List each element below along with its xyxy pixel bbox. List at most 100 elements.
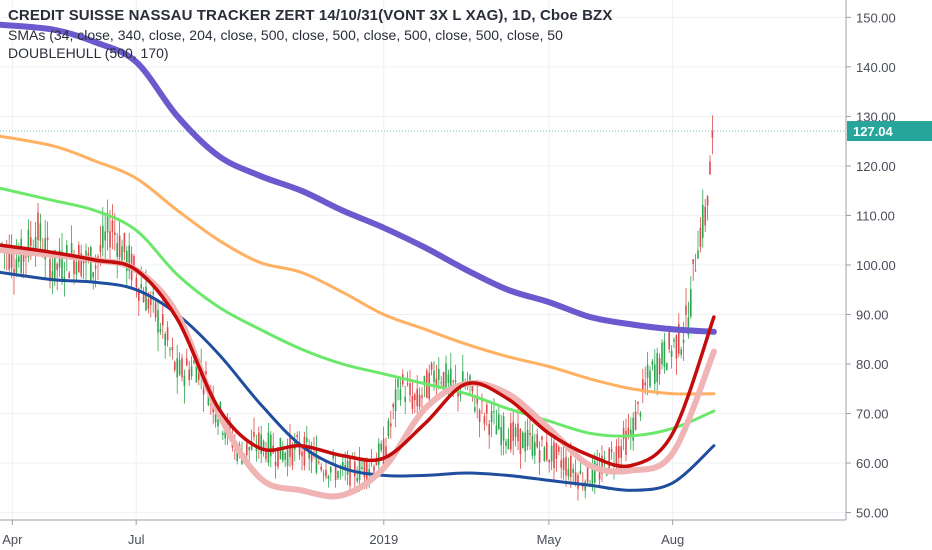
- candle-body: [711, 130, 714, 138]
- candle-body: [142, 294, 145, 303]
- candle-body: [277, 447, 279, 467]
- candle-body: [445, 363, 447, 388]
- price-tick-label: 80.00: [856, 357, 889, 372]
- candle-body: [666, 363, 668, 370]
- candle-body: [303, 436, 306, 466]
- candle-body: [656, 353, 658, 382]
- candle-body: [526, 430, 529, 447]
- candle-body: [318, 461, 320, 463]
- candle-body: [610, 449, 613, 453]
- candle-body: [694, 270, 697, 272]
- candle-body: [421, 395, 423, 398]
- candle-body: [363, 460, 366, 478]
- doublehull-indicator-label[interactable]: DOUBLEHULL (500, 170): [8, 45, 169, 61]
- candle-body: [246, 442, 248, 456]
- candle-body: [73, 255, 75, 275]
- candle-body: [517, 423, 519, 442]
- candle-body: [394, 389, 397, 412]
- candle-body: [337, 471, 339, 479]
- candle-body: [565, 456, 567, 476]
- candle-body: [462, 371, 464, 385]
- candle-body: [37, 212, 39, 240]
- candle-body: [128, 245, 130, 271]
- candle-body: [486, 404, 488, 414]
- price-tick-label: 130.00: [856, 109, 896, 124]
- candle-body: [452, 380, 454, 382]
- candle-body: [166, 327, 169, 341]
- series-line-sma-green: [0, 186, 716, 438]
- candle-body: [670, 350, 673, 357]
- candle-body: [546, 442, 548, 460]
- candle-body: [80, 253, 82, 276]
- smas-indicator-label[interactable]: SMAs (34, close, 340, close, 204, close,…: [8, 27, 563, 43]
- candle-body: [236, 449, 238, 462]
- candle-body: [483, 416, 486, 424]
- time-axis[interactable]: Apr Jul 2019 May Aug: [2, 520, 684, 547]
- candle-body: [13, 268, 15, 275]
- candle-body: [327, 476, 330, 479]
- candle-body: [411, 396, 414, 409]
- candle-body: [495, 425, 498, 435]
- candle-body: [649, 370, 651, 387]
- candle-body: [169, 349, 171, 351]
- candle-body: [553, 442, 555, 469]
- time-tick-label: Apr: [2, 532, 23, 547]
- candle-body: [133, 255, 135, 270]
- candle-body: [519, 428, 522, 455]
- price-tick-label: 60.00: [856, 456, 889, 471]
- candle-body: [476, 395, 478, 404]
- candle-body: [90, 247, 92, 281]
- candle-body: [529, 432, 531, 436]
- candle-body: [10, 246, 13, 268]
- price-tick-label: 110.00: [856, 208, 895, 223]
- candle-body: [255, 448, 258, 452]
- candle-body: [150, 295, 152, 306]
- series-line-hull-red: [0, 243, 716, 469]
- candle-body: [18, 256, 20, 263]
- candle-body: [20, 238, 22, 273]
- candle-body: [202, 388, 205, 395]
- candle-body: [282, 450, 284, 461]
- candle-body: [570, 455, 572, 477]
- candle-body: [56, 263, 58, 270]
- series-line-sma-purple: [0, 21, 717, 335]
- candle-body: [222, 432, 224, 435]
- candle-body: [385, 446, 387, 456]
- chart-legend: CREDIT SUISSE NASSAU TRACKER ZERT 14/10/…: [8, 6, 840, 62]
- candle-body: [632, 417, 634, 441]
- candle-body: [217, 419, 219, 427]
- candle-body: [157, 310, 159, 333]
- candle-body: [502, 416, 505, 441]
- candle-body: [111, 220, 114, 233]
- candle-body: [387, 420, 390, 437]
- candle-body: [558, 446, 560, 452]
- candle-body: [183, 375, 186, 387]
- candle-body: [87, 252, 90, 257]
- candle-body: [262, 440, 265, 450]
- candle-body: [332, 455, 334, 459]
- candle-body: [399, 389, 402, 401]
- candle-body: [514, 427, 517, 437]
- candle-body: [548, 459, 550, 463]
- candle-body: [450, 368, 452, 386]
- candle-body: [560, 460, 562, 468]
- candle-body: [658, 357, 661, 375]
- candle-body: [397, 378, 399, 388]
- candle-body: [435, 378, 438, 387]
- candle-body: [663, 340, 666, 367]
- candle-body: [121, 246, 123, 261]
- candle-body: [512, 421, 514, 441]
- candle-body: [61, 251, 63, 280]
- candle-body: [39, 223, 42, 241]
- candle-body: [675, 335, 678, 359]
- candle-body: [296, 434, 298, 438]
- symbol-title[interactable]: CREDIT SUISSE NASSAU TRACKER ZERT 14/10/…: [8, 7, 613, 24]
- candle-body: [181, 358, 183, 378]
- candle-body: [70, 243, 73, 256]
- price-axis[interactable]: 150.00 140.00 130.00 120.00 110.00 100.00 90.0…: [846, 10, 896, 521]
- candle-body: [270, 434, 272, 457]
- candle-body: [541, 436, 543, 440]
- candle-body: [224, 431, 226, 439]
- candle-body: [620, 446, 622, 458]
